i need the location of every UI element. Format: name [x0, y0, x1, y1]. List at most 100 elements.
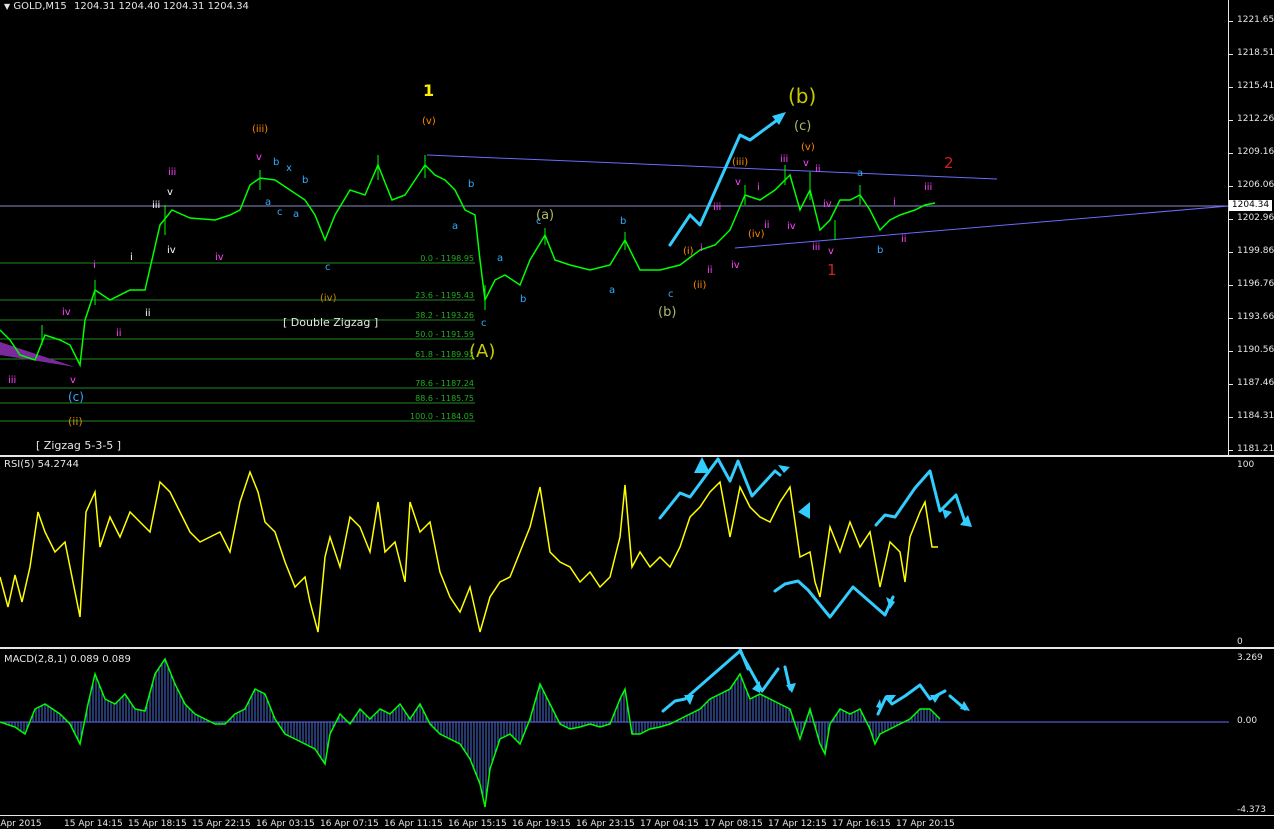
fibo-label: 88.6 - 1185.75	[415, 394, 474, 403]
price-tick: 1221.65	[1237, 15, 1274, 25]
price-tick: 1199.86	[1237, 246, 1274, 256]
wave-label: c	[668, 289, 674, 300]
wave-label: i	[93, 260, 96, 271]
wave-label: (ii)	[693, 280, 706, 291]
price-tick: 1218.51	[1237, 48, 1274, 58]
wave-label: iv	[215, 252, 224, 263]
wave-label: iii	[812, 242, 820, 253]
axis-divider	[1228, 0, 1229, 815]
wave-label: ii	[707, 265, 713, 276]
wave-label: i	[893, 197, 896, 208]
macd-panel[interactable]: MACD(2,8,1) 0.089 0.089	[0, 649, 1229, 815]
time-tick: 16 Apr 15:15	[448, 819, 507, 829]
wave-1-label: 1	[423, 81, 434, 100]
wave-label: (v)	[801, 142, 815, 153]
wave-label: b	[620, 216, 626, 227]
wave-label: (v)	[422, 116, 436, 127]
panel-separator	[0, 647, 1274, 649]
price-tick: 1209.16	[1237, 147, 1274, 157]
wave-label: iii	[8, 375, 16, 386]
wave-label: v	[256, 152, 262, 163]
price-tick: 1190.56	[1237, 345, 1274, 355]
price-tick: 1206.06	[1237, 180, 1274, 190]
wave-label: a	[452, 221, 458, 232]
current-price-box: 1204.34	[1229, 200, 1272, 211]
price-axis	[1229, 0, 1274, 455]
price-tick: 1202.96	[1237, 213, 1274, 223]
fibo-label: 0.0 - 1198.95	[420, 254, 474, 263]
wave-label: (ii)	[68, 415, 83, 428]
wave-label: c	[325, 262, 331, 273]
price-tick: 1215.41	[1237, 81, 1274, 91]
wave-label: a	[857, 168, 863, 179]
wave-label: ii	[145, 308, 151, 319]
wave-label: iv	[731, 260, 740, 271]
rsi-chart	[0, 457, 972, 633]
wave-label: iv	[167, 245, 176, 256]
double-zigzag-label: [ Double Zigzag ]	[283, 316, 378, 329]
time-tick: 16 Apr 23:15	[576, 819, 635, 829]
rsi-tick: 0	[1237, 637, 1243, 647]
time-tick: 16 Apr 11:15	[384, 819, 443, 829]
wave-label: (a)	[536, 208, 554, 223]
wave-label: i	[700, 243, 703, 254]
price-tick: 1187.46	[1237, 378, 1274, 388]
fibo-label: 50.0 - 1191.59	[415, 330, 474, 339]
wave-label: v	[828, 246, 834, 257]
wave-label: v	[167, 187, 173, 198]
wave-label: v	[803, 158, 809, 169]
time-tick: 17 Apr 04:15	[640, 819, 699, 829]
time-tick: 16 Apr 19:15	[512, 819, 571, 829]
wave-label: b	[877, 245, 883, 256]
ohlc-values: 1204.31 1204.40 1204.31 1204.34	[73, 1, 249, 12]
time-tick: 15 Apr 2015	[0, 819, 42, 829]
wave-label: iii	[168, 167, 176, 178]
wave-label: v	[735, 177, 741, 188]
time-tick: 17 Apr 12:15	[768, 819, 827, 829]
fibo-label: 23.6 - 1195.43	[415, 291, 474, 300]
wave-label: v	[70, 375, 76, 386]
price-tick: 1184.31	[1237, 411, 1274, 421]
wave-label: a	[293, 209, 299, 220]
wave-b-label: (b)	[788, 84, 816, 108]
wave-1-red-label: 1	[827, 261, 837, 279]
wave-label: c	[277, 207, 283, 218]
wave-label: iv	[62, 307, 71, 318]
price-tick: 1181.21	[1237, 444, 1274, 454]
symbol-name: GOLD,M15	[13, 1, 67, 12]
wave-label: b	[468, 179, 474, 190]
time-tick: 17 Apr 16:15	[832, 819, 891, 829]
wave-label: (iv)	[320, 293, 337, 304]
wave-2-label: 2	[944, 154, 954, 172]
wave-label: x	[286, 163, 292, 174]
dropdown-icon[interactable]: ▼	[4, 2, 11, 11]
macd-tick: 0.00	[1237, 716, 1258, 726]
price-tick: 1196.76	[1237, 279, 1274, 289]
macd-tick: -4.373	[1237, 805, 1267, 815]
wave-A-label: (A)	[469, 341, 495, 362]
wave-label: (c)	[794, 119, 811, 134]
wave-label: ii	[764, 220, 770, 231]
price-chart-panel[interactable]: iii v (c) (ii) iv i ii i ii iii iv v iii…	[0, 0, 1229, 455]
wave-label: ii	[815, 164, 821, 175]
wave-label: a	[265, 197, 271, 208]
time-tick: 16 Apr 03:15	[256, 819, 315, 829]
rsi-label: RSI(5) 54.2744	[4, 459, 79, 470]
wave-label: (c)	[68, 390, 84, 404]
rsi-tick: 100	[1237, 460, 1255, 470]
wave-label: b	[520, 294, 526, 305]
wave-label: i	[130, 252, 133, 263]
wave-label: (iii)	[252, 124, 268, 135]
wave-label: iii	[780, 154, 788, 165]
rsi-panel[interactable]: RSI(5) 54.2744	[0, 457, 1229, 647]
wave-label: c	[481, 318, 487, 329]
price-tick: 1212.26	[1237, 114, 1274, 124]
macd-chart	[0, 649, 1229, 808]
wave-label: iv	[787, 221, 796, 232]
price-chart: iii v (c) (ii) iv i ii i ii iii iv v iii…	[0, 81, 1229, 452]
wave-label: (i)	[683, 246, 694, 257]
wave-label: iii	[713, 202, 721, 213]
wave-label: i	[757, 182, 760, 193]
wave-label: a	[609, 285, 615, 296]
wave-label: iv	[823, 199, 832, 210]
